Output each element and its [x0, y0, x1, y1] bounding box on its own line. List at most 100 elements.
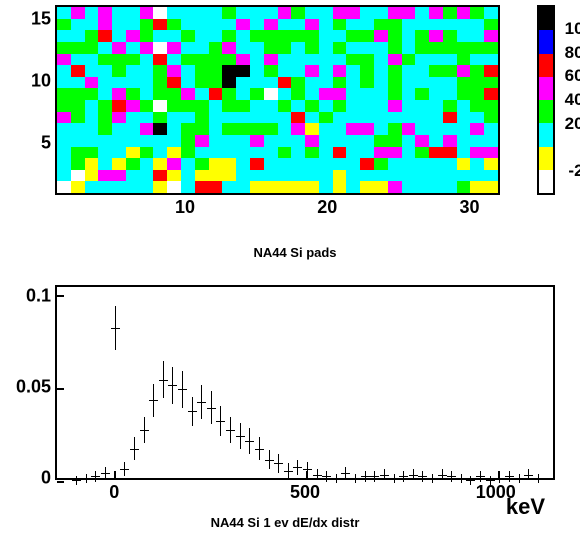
heatmap-cell: [236, 170, 250, 182]
heatmap-cell: [388, 77, 402, 89]
heatmap-cell: [71, 135, 85, 147]
heatmap-cell: [388, 7, 402, 19]
heatmap-cell: [209, 42, 223, 54]
heatmap-cell: [250, 42, 264, 54]
heatmap-cell: [291, 30, 305, 42]
heatmap-cell: [470, 170, 484, 182]
heatmap-cell: [429, 7, 443, 19]
heatmap-cell: [402, 19, 416, 31]
y-tick-label: 0.05: [16, 377, 51, 398]
heatmap-cell: [305, 135, 319, 147]
heatmap-cell: [402, 170, 416, 182]
heatmap-cell: [415, 88, 429, 100]
heatmap-cell: [374, 112, 388, 124]
heatmap-cell: [319, 19, 333, 31]
heatmap-cell: [443, 19, 457, 31]
heatmap-cell: [484, 65, 498, 77]
heatmap-cell: [181, 65, 195, 77]
heatmap-cell: [333, 19, 347, 31]
heatmap-cell: [209, 7, 223, 19]
heatmap-cell: [291, 158, 305, 170]
heatmap-cell: [388, 65, 402, 77]
heatmap-cell: [402, 181, 416, 193]
heatmap-cell: [126, 181, 140, 193]
heatmap-cell: [346, 30, 360, 42]
heatmap-cell: [346, 147, 360, 159]
heatmap-cell: [195, 112, 209, 124]
heatmap-cell: [181, 54, 195, 66]
heatmap-cell: [181, 88, 195, 100]
heatmap-cell: [415, 77, 429, 89]
heatmap-cell: [126, 88, 140, 100]
y-tick-label: 5: [41, 133, 51, 154]
heatmap-cell: [153, 42, 167, 54]
heatmap-cell: [140, 65, 154, 77]
heatmap-cell: [57, 54, 71, 66]
heatmap-cell: [374, 19, 388, 31]
heatmap-cell: [305, 19, 319, 31]
heatmap-cell: [167, 112, 181, 124]
heatmap-cell: [250, 147, 264, 159]
heatmap-cell: [305, 100, 319, 112]
heatmap-cell: [484, 100, 498, 112]
heatmap-cell: [195, 88, 209, 100]
heatmap-cell: [415, 19, 429, 31]
heatmap-cell: [470, 7, 484, 19]
heatmap-cell: [140, 88, 154, 100]
heatmap-cell: [264, 30, 278, 42]
heatmap-cell: [85, 147, 99, 159]
heatmap-cell: [346, 54, 360, 66]
heatmap-cell: [236, 30, 250, 42]
heatmap-cell: [346, 7, 360, 19]
heatmap-cell: [305, 88, 319, 100]
heatmap-cell: [333, 54, 347, 66]
heatmap-cell: [167, 65, 181, 77]
heatmap-cell: [429, 123, 443, 135]
heatmap-cell: [360, 181, 374, 193]
heatmap-cell: [443, 170, 457, 182]
heatmap-cell: [222, 7, 236, 19]
heatmap-cell: [291, 54, 305, 66]
heatmap-cell: [85, 181, 99, 193]
heatmap-cell: [457, 135, 471, 147]
heatmap-cell: [195, 65, 209, 77]
heatmap-cell: [429, 65, 443, 77]
x-tick-label: 20: [317, 197, 337, 218]
heatmap-cell: [181, 170, 195, 182]
heatmap-cell: [126, 135, 140, 147]
heatmap-cell: [250, 100, 264, 112]
heatmap-cell: [457, 170, 471, 182]
heatmap-cell: [415, 42, 429, 54]
heatmap-cell: [236, 112, 250, 124]
histogram-panel: 00.050.1 05001000 keV NA44 Si 1 ev dE/dx…: [5, 275, 565, 530]
heatmap-cell: [319, 123, 333, 135]
colorbar-segment: [539, 123, 553, 146]
heatmap-cell: [236, 181, 250, 193]
heatmap-cell: [346, 181, 360, 193]
heatmap-cell: [153, 147, 167, 159]
heatmap-cell: [98, 54, 112, 66]
heatmap-panel: 51015 102030 -200200400600800100 NA44 Si…: [35, 5, 555, 260]
heatmap-cell: [71, 19, 85, 31]
heatmap-cell: [319, 181, 333, 193]
heatmap-cell: [291, 77, 305, 89]
heatmap-cell: [457, 100, 471, 112]
heatmap-cell: [374, 170, 388, 182]
heatmap-cell: [57, 181, 71, 193]
heatmap-cell: [278, 42, 292, 54]
y-tick-label: 15: [31, 9, 51, 30]
heatmap-cell: [71, 123, 85, 135]
heatmap-cell: [153, 30, 167, 42]
heatmap-cell: [126, 123, 140, 135]
heatmap-cell: [429, 88, 443, 100]
heatmap-cell: [195, 30, 209, 42]
heatmap-cell: [457, 88, 471, 100]
heatmap-cell: [71, 77, 85, 89]
heatmap-cell: [126, 77, 140, 89]
heatmap-cell: [291, 112, 305, 124]
heatmap-cell: [71, 88, 85, 100]
heatmap-cell: [167, 100, 181, 112]
heatmap-cell: [140, 112, 154, 124]
heatmap-grid: [57, 7, 498, 193]
heatmap-cell: [195, 147, 209, 159]
